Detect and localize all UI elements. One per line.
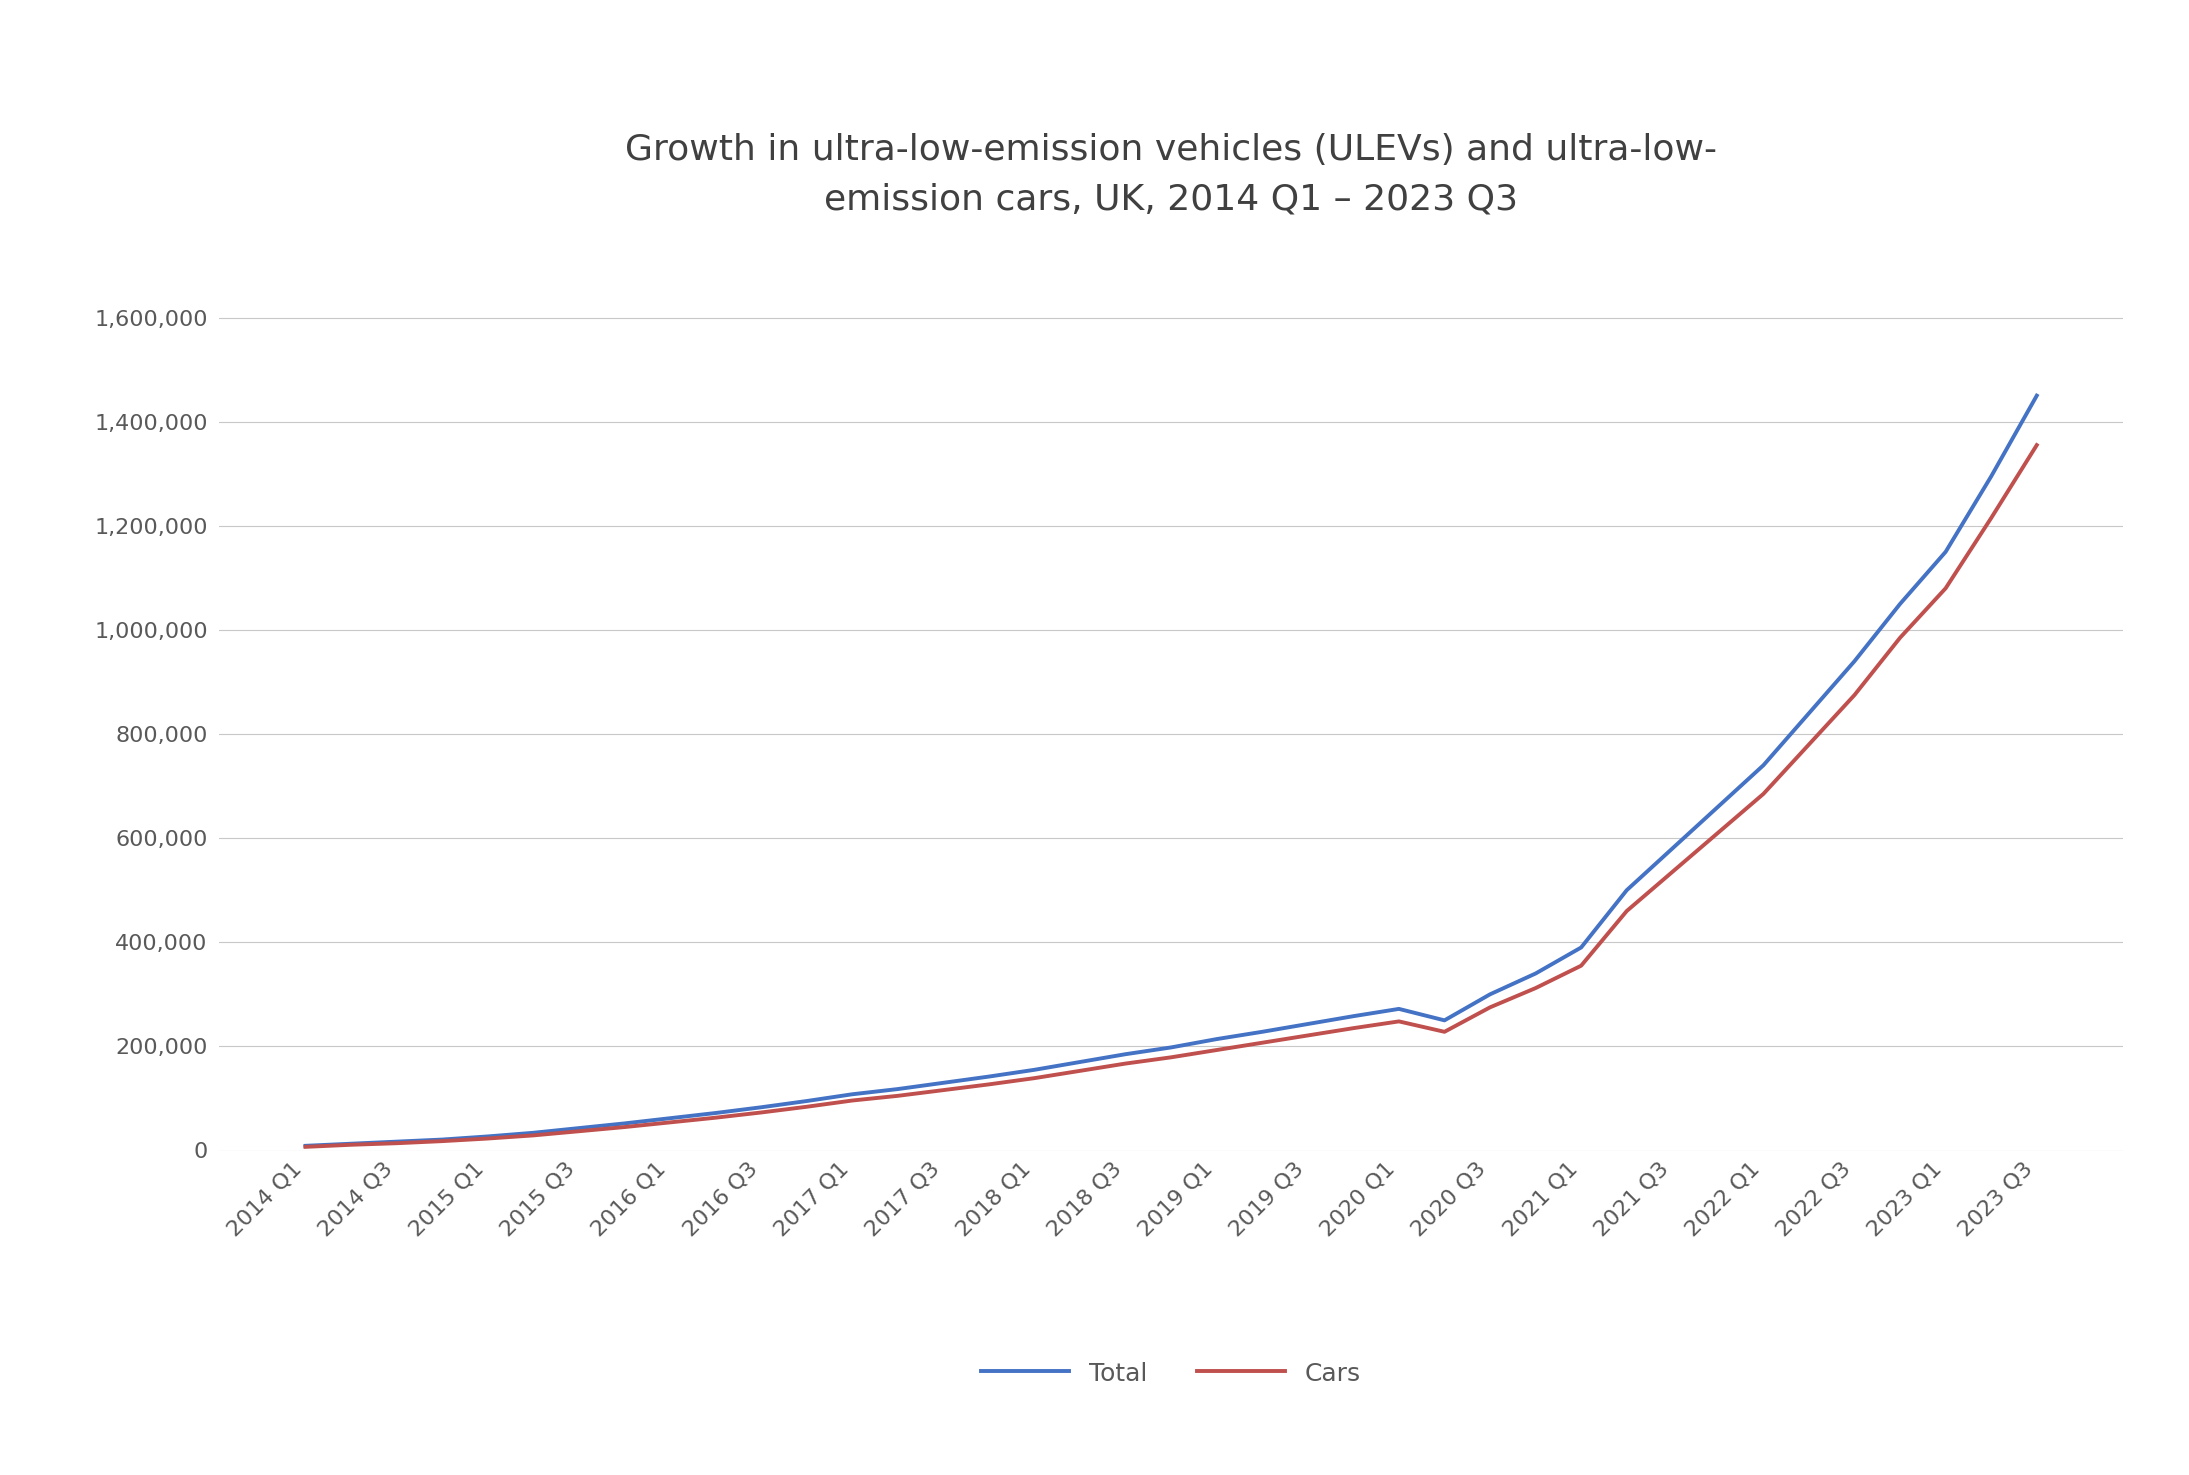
- Total: [1705, 798, 1731, 816]
- Cars: [1158, 1049, 1184, 1066]
- Cars: [703, 1109, 729, 1127]
- Cars: [838, 1092, 865, 1109]
- Cars: [1524, 979, 1550, 997]
- Cars: [884, 1087, 911, 1105]
- Cars: [1386, 1012, 1412, 1030]
- Total: [1250, 1024, 1276, 1041]
- Total: [337, 1134, 363, 1152]
- Cars: [565, 1122, 591, 1140]
- Total: [1524, 965, 1550, 982]
- Legend: Total, Cars: Total, Cars: [981, 1361, 1362, 1386]
- Total: [1613, 882, 1640, 900]
- Total: [1933, 543, 1959, 560]
- Total: [1386, 1000, 1412, 1018]
- Cars: [611, 1118, 637, 1136]
- Total: [475, 1127, 501, 1145]
- Total: [1795, 705, 1821, 723]
- Cars: [1979, 509, 2005, 527]
- Total: [611, 1115, 637, 1133]
- Cars: [475, 1130, 501, 1148]
- Cars: [657, 1114, 683, 1131]
- Total: [1204, 1030, 1230, 1047]
- Total: [976, 1068, 1003, 1086]
- Total: [1294, 1015, 1320, 1032]
- Cars: [930, 1081, 957, 1099]
- Total: [1979, 468, 2005, 485]
- Cars: [1022, 1069, 1049, 1087]
- Total: [930, 1074, 957, 1092]
- Total: [1887, 594, 1913, 612]
- Total: [1158, 1038, 1184, 1056]
- Total: [1340, 1007, 1366, 1025]
- Total: [703, 1105, 729, 1122]
- Total: [1567, 938, 1594, 956]
- Cars: [1933, 580, 1959, 597]
- Total: [2023, 386, 2049, 404]
- Total: [1659, 839, 1686, 857]
- Total: [838, 1086, 865, 1103]
- Total: [1841, 652, 1867, 670]
- Cars: [1705, 825, 1731, 842]
- Cars: [1204, 1041, 1230, 1059]
- Total: [1432, 1012, 1458, 1030]
- Cars: [1887, 628, 1913, 646]
- Total: [1478, 985, 1504, 1003]
- Cars: [1841, 686, 1867, 704]
- Total: [383, 1133, 409, 1150]
- Total: [884, 1080, 911, 1097]
- Cars: [1751, 785, 1777, 802]
- Cars: [337, 1136, 363, 1153]
- Total: [792, 1092, 819, 1109]
- Cars: [1340, 1019, 1366, 1037]
- Cars: [1112, 1055, 1138, 1072]
- Cars: [521, 1127, 547, 1145]
- Cars: [383, 1134, 409, 1152]
- Total: [1112, 1046, 1138, 1063]
- Total: [565, 1120, 591, 1137]
- Cars: [429, 1133, 455, 1150]
- Cars: [792, 1097, 819, 1115]
- Cars: [2023, 437, 2049, 454]
- Total: [657, 1109, 683, 1127]
- Cars: [1795, 736, 1821, 754]
- Total: [429, 1131, 455, 1149]
- Total: [1022, 1061, 1049, 1078]
- Cars: [1294, 1027, 1320, 1044]
- Cars: [749, 1103, 775, 1121]
- Total: [521, 1124, 547, 1142]
- Line: Total: Total: [306, 395, 2036, 1146]
- Cars: [293, 1139, 320, 1156]
- Cars: [1567, 957, 1594, 975]
- Cars: [1250, 1034, 1276, 1052]
- Total: [1751, 757, 1777, 774]
- Cars: [1659, 863, 1686, 881]
- Line: Cars: Cars: [306, 445, 2036, 1148]
- Cars: [1613, 903, 1640, 920]
- Cars: [1066, 1062, 1092, 1080]
- Title: Growth in ultra-low-emission vehicles (ULEVs) and ultra-low-
emission cars, UK, : Growth in ultra-low-emission vehicles (U…: [626, 133, 1716, 217]
- Total: [293, 1137, 320, 1155]
- Cars: [1478, 999, 1504, 1016]
- Total: [749, 1099, 775, 1117]
- Cars: [976, 1075, 1003, 1093]
- Cars: [1432, 1024, 1458, 1041]
- Total: [1066, 1053, 1092, 1071]
